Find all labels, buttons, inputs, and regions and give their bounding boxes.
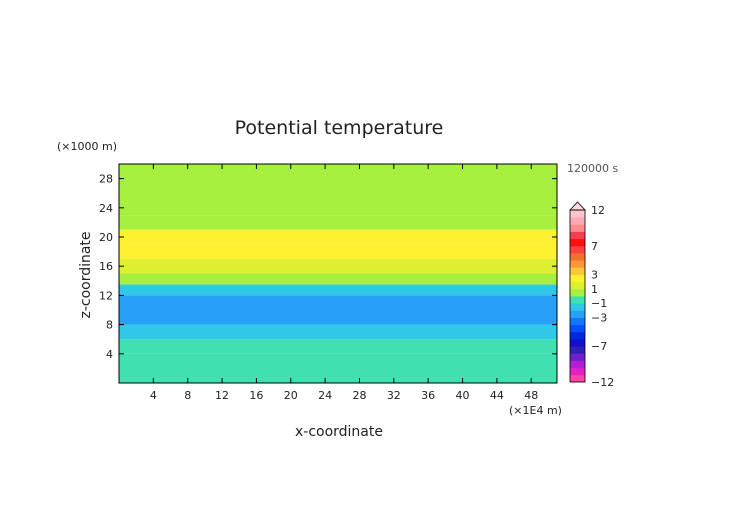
colorbar-segment-4 xyxy=(570,346,585,354)
heatmap-band-6 xyxy=(119,273,557,285)
x-tick-label: 16 xyxy=(249,389,263,402)
y-tick-label: 24 xyxy=(99,202,113,215)
colorbar-segment-12 xyxy=(570,288,585,297)
colorbar-segment-2 xyxy=(570,360,585,369)
x-tick-label: 40 xyxy=(456,389,470,402)
colorbar-segment-15 xyxy=(570,267,585,275)
colorbar-segment-0 xyxy=(570,374,585,383)
colorbar-segment-19 xyxy=(570,238,585,247)
x-axis-label: x-coordinate xyxy=(295,424,383,440)
x-tick-label: 44 xyxy=(490,389,504,402)
y-axis-ticks: 4 8 12 16 20 24 28 xyxy=(99,173,557,361)
colorbar-segment-9 xyxy=(570,310,585,318)
x-tick-label: 48 xyxy=(524,389,538,402)
colorbar-label: −3 xyxy=(591,312,607,325)
y-tick-label: 4 xyxy=(106,348,113,361)
colorbar-segment-17 xyxy=(570,253,585,261)
y-axis-label: z-coordinate xyxy=(78,231,94,318)
colorbar-segment-14 xyxy=(570,274,585,283)
colorbar-frame xyxy=(569,209,586,383)
colorbar-segment-6 xyxy=(570,331,585,340)
y-tick-label: 16 xyxy=(99,260,113,273)
x-axis-ticks: 4 8 12 16 20 24 28 32 36 40 44 48 xyxy=(150,164,538,402)
colorbar-segment-3 xyxy=(570,353,585,361)
x-tick-label: 24 xyxy=(318,389,332,402)
colorbar-label: −12 xyxy=(591,376,614,389)
heatmap-band-5 xyxy=(119,284,557,296)
x-tick-label: 8 xyxy=(184,389,191,402)
chart-title: Potential temperature xyxy=(235,117,444,139)
colorbar-label: −1 xyxy=(591,297,607,310)
colorbar-segment-7 xyxy=(570,324,585,333)
colorbar-segment-18 xyxy=(570,245,585,254)
heatmap-band-10 xyxy=(119,215,557,230)
x-tick-label: 36 xyxy=(421,389,435,402)
colorbar-segment-8 xyxy=(570,317,585,326)
x-tick-label: 4 xyxy=(150,389,157,402)
plot-frame xyxy=(118,163,558,384)
heatmap-band-9 xyxy=(119,229,557,245)
colorbar-segment-10 xyxy=(570,303,585,311)
colorbar-extend-arrow xyxy=(569,201,586,211)
colorbar-segment-5 xyxy=(570,339,585,347)
colorbar-segment-23 xyxy=(570,210,585,218)
time-label: 120000 s xyxy=(567,162,618,175)
heatmap-plot-area xyxy=(118,163,558,384)
heatmap-band-8 xyxy=(119,244,557,259)
heatmap-band-11 xyxy=(119,164,557,216)
colorbar-segment-11 xyxy=(570,296,585,304)
colorbar-segment-20 xyxy=(570,231,585,240)
heatmap-band-2 xyxy=(119,324,557,340)
x-tick-label: 28 xyxy=(352,389,366,402)
x-unit-label: (×1E4 m) xyxy=(509,404,562,417)
heatmap-band-3 xyxy=(119,310,557,325)
colorbar-label: 3 xyxy=(591,269,598,282)
colorbar-label: −7 xyxy=(591,340,607,353)
y-unit-label: (×1000 m) xyxy=(57,140,117,153)
x-tick-label: 20 xyxy=(284,389,298,402)
colorbar-label: 7 xyxy=(591,240,598,253)
heatmap-band-1 xyxy=(119,339,557,354)
colorbar-segment-1 xyxy=(570,367,585,376)
colorbar-segment-16 xyxy=(570,260,585,268)
heatmap-band-7 xyxy=(119,258,557,274)
y-tick-label: 20 xyxy=(99,231,113,244)
y-tick-label: 12 xyxy=(99,289,113,302)
colorbar-segment-22 xyxy=(570,217,585,225)
colorbar: 12 7 31−1 −3 −7 −12 xyxy=(569,201,614,389)
x-tick-label: 32 xyxy=(387,389,401,402)
colorbar-segment-13 xyxy=(570,281,585,290)
colorbar-label: 12 xyxy=(591,204,605,217)
colorbar-label: 1 xyxy=(591,283,598,296)
x-tick-label: 12 xyxy=(215,389,229,402)
heatmap-band-0 xyxy=(119,353,557,383)
colorbar-segment-21 xyxy=(570,224,585,232)
y-tick-label: 28 xyxy=(99,173,113,186)
heatmap-band-4 xyxy=(119,295,557,310)
y-tick-label: 8 xyxy=(106,319,113,332)
